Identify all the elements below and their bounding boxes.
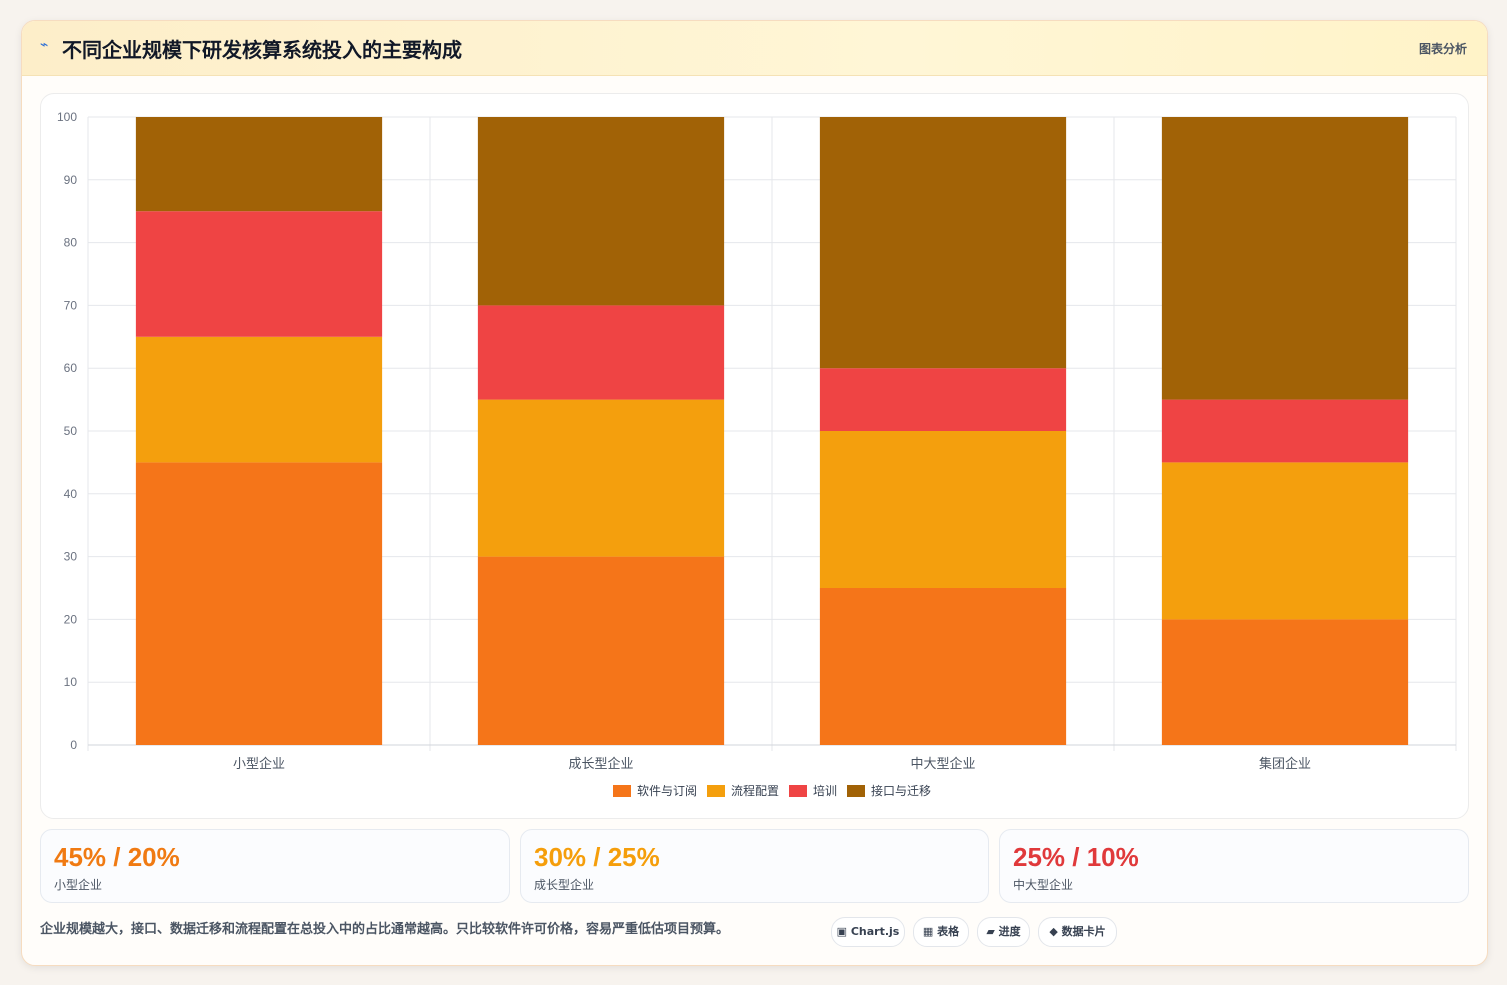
stat-card-growth: 30% / 25% 成长型企业 [520,829,989,903]
y-tick-label: 100 [57,110,77,124]
legend-label: 软件与订阅 [637,784,697,798]
x-tick-label: 集团企业 [1259,756,1311,772]
x-tick-label: 成长型企业 [568,756,633,772]
bar-segment [1161,117,1409,400]
analysis-button[interactable]: 图表分析 [1418,42,1467,56]
card-header: ⌁ 不同企业规模下研发核算系统投入的主要构成 图表分析 [22,21,1487,76]
y-tick-label: 90 [64,173,78,187]
legend-swatch [707,785,725,797]
y-tick-label: 30 [64,550,78,564]
bar-segment [135,211,383,337]
bar-segment [819,431,1067,588]
stat-card-mid: 25% / 10% 中大型企业 [999,829,1469,903]
x-tick-label: 小型企业 [233,756,285,772]
bolt-icon: ⌁ [40,37,49,53]
x-tick-label: 中大型企业 [910,756,975,772]
y-tick-label: 20 [64,612,78,626]
stat-value: 30% / 25% [534,842,660,872]
stat-label: 成长型企业 [534,878,595,892]
chip-chartjs[interactable]: ▣ Chart.js [831,917,905,947]
bar-segment [819,588,1067,745]
chart-title: 不同企业规模下研发核算系统投入的主要构成 [62,38,462,62]
bar-segment [477,117,725,306]
stacked-bar-chart: 0 10 20 30 40 50 60 70 80 90 100 小型企业 成长型企业 中大型企业 集团企业… [57,110,1457,798]
y-tick-label: 80 [64,236,78,250]
bar-segment [135,336,383,463]
legend-swatch [613,785,631,797]
stat-label: 小型企业 [54,878,103,892]
bar-segment [477,556,725,745]
legend-swatch [789,785,807,797]
chip-progress[interactable]: ▰ 进度 [977,917,1030,947]
bar-segment [1161,399,1409,463]
chip-table[interactable]: ▦ 表格 [913,917,969,947]
chart-area: 0 10 20 30 40 50 60 70 80 90 100 小型企业 成长型企业 中大型企业 集团企业… [40,93,1469,819]
stat-card-small: 45% / 20% 小型企业 [40,829,510,903]
bar-segment [477,305,725,400]
y-tick-label: 10 [64,675,78,689]
bar-segment [135,462,383,745]
bar-segment [477,399,725,557]
legend-label: 流程配置 [731,783,779,798]
stat-label: 中大型企业 [1013,878,1074,892]
bar-segment [819,117,1067,369]
bar-segment [819,368,1067,431]
y-tick-label: 40 [64,487,78,501]
chart-card: ⌁ 不同企业规模下研发核算系统投入的主要构成 图表分析 0 10 20 30 40 50 6… [21,20,1488,966]
legend-label: 接口与迁移 [871,783,931,798]
legend-swatch [847,785,865,797]
legend-label: 培训 [813,783,837,798]
chip-data-card[interactable]: ◆ 数据卡片 [1038,917,1117,947]
chart-note: 企业规模越大，接口、数据迁移和流程配置在总投入中的占比通常越高。只比较软件许可价… [40,922,730,937]
stat-value: 25% / 10% [1013,842,1139,872]
stat-value: 45% / 20% [54,842,180,872]
y-tick-label: 50 [64,424,78,438]
y-tick-label: 0 [70,738,77,752]
y-tick-label: 60 [64,361,78,375]
bar-segment [1161,619,1409,745]
bar-segment [135,117,383,212]
y-tick-label: 70 [64,298,78,312]
bar-segment [1161,462,1409,620]
